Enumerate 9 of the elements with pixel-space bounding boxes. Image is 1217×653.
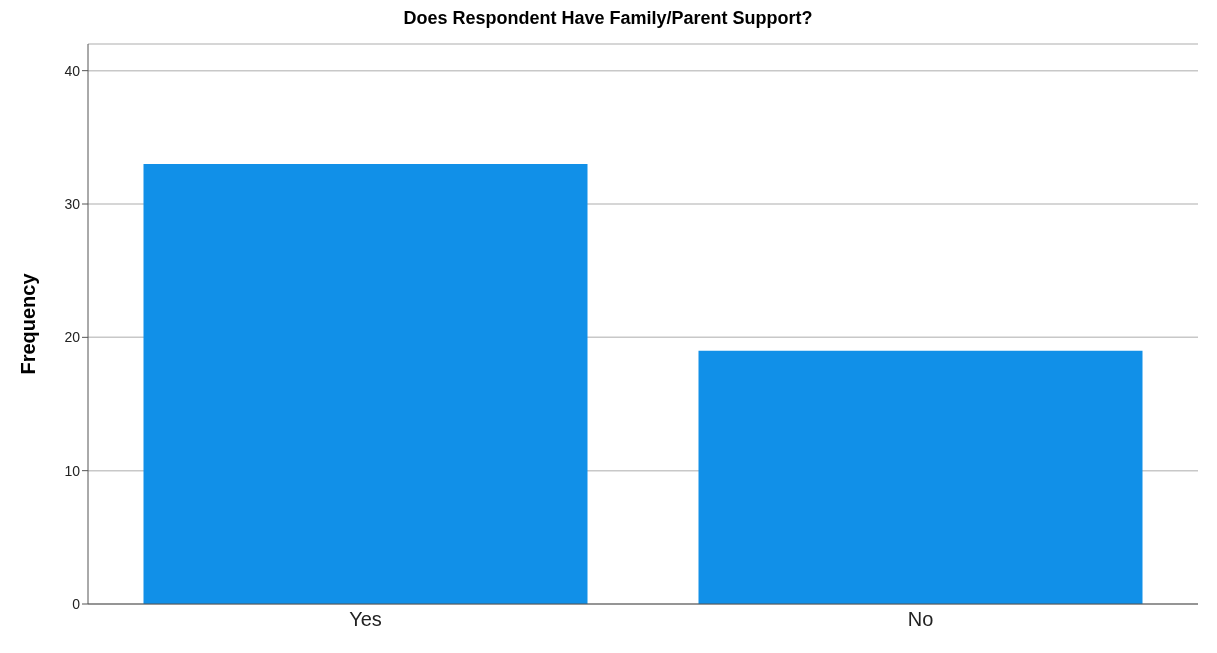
x-tick-label: No (907, 608, 934, 631)
y-tick-label: 10 (64, 462, 81, 479)
y-tick-label: 0 (72, 595, 81, 612)
y-tick-label: 40 (64, 62, 81, 79)
y-tick-label: 30 (64, 195, 81, 212)
y-tick-label: 20 (64, 329, 81, 346)
y-axis-title: Frequency (17, 272, 40, 375)
chart-title: Does Respondent Have Family/Parent Support? (402, 8, 814, 30)
x-tick-label: Yes (349, 608, 382, 631)
